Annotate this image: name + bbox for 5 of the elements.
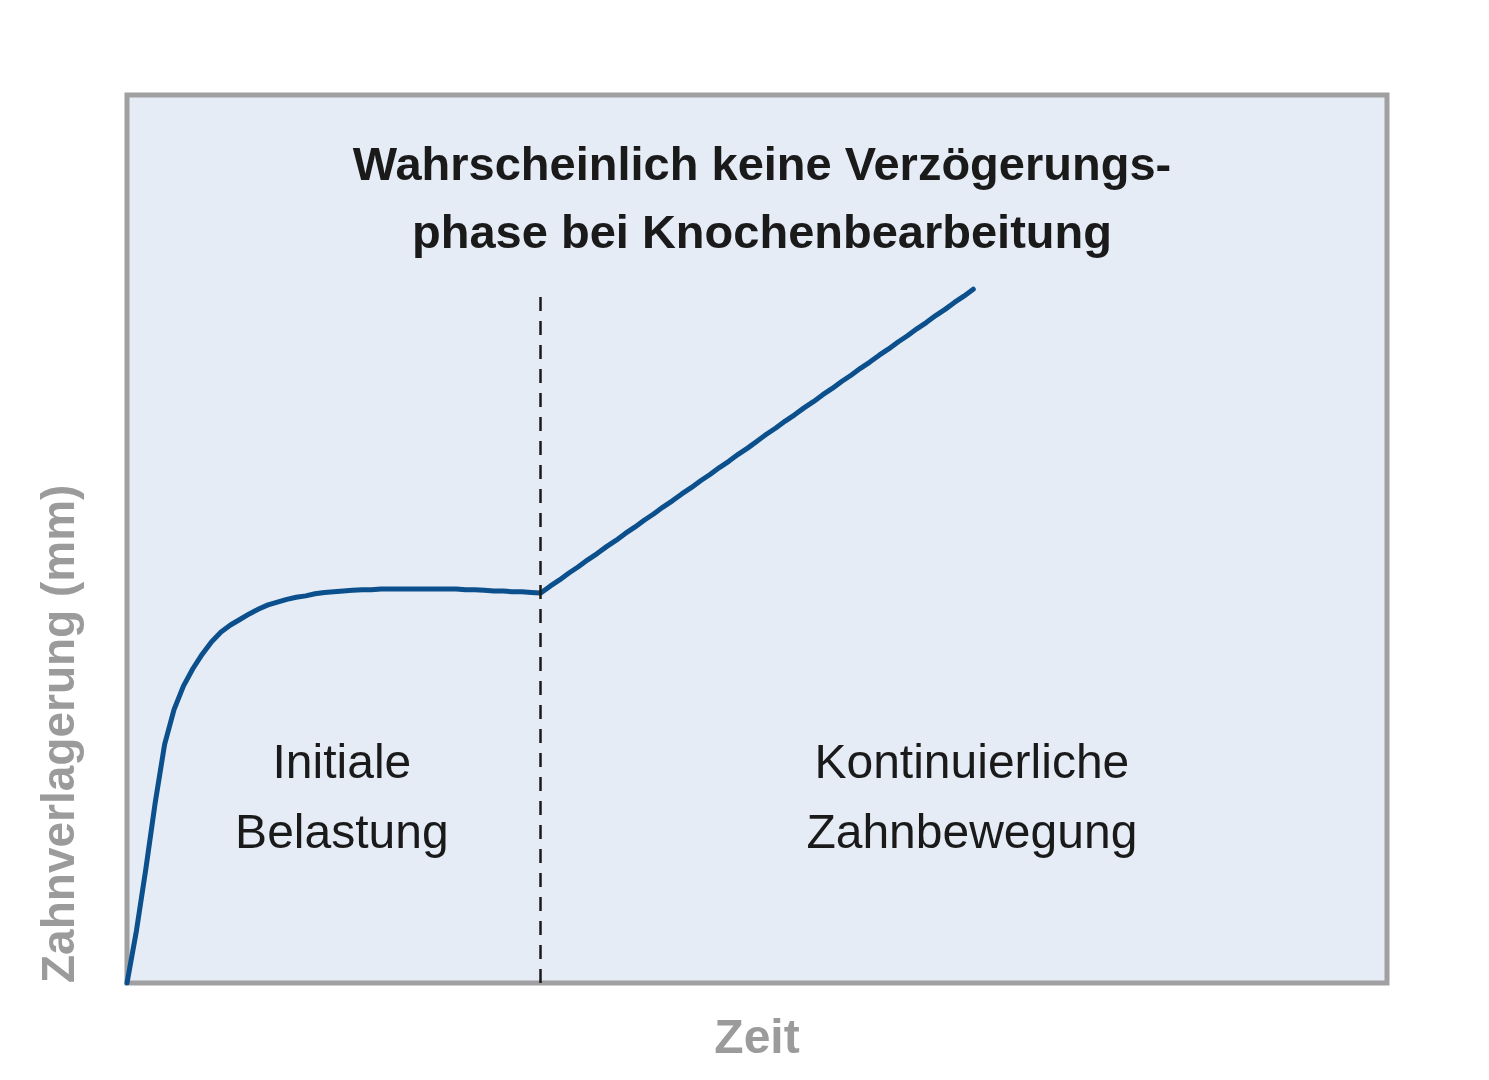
x-axis-title: Zeit (714, 1009, 800, 1063)
annotation: Kontinuierliche Zahnbewegung (806, 735, 1138, 859)
chart-title: Wahrscheinlich keine Verzögerungs- phase bei Knochenbearbeitung (352, 136, 1172, 258)
y-axis-title: Zahnverlagerung (mm) (32, 484, 84, 983)
annotation: Initiale Belastung (235, 735, 449, 859)
